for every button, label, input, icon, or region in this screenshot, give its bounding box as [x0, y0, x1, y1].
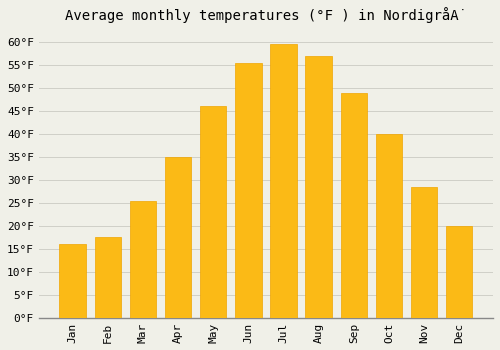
Bar	[165, 157, 191, 318]
Bar	[130, 201, 156, 318]
Bar	[94, 237, 121, 318]
Bar	[270, 44, 296, 318]
Bar	[306, 56, 332, 318]
Bar	[235, 63, 262, 318]
Bar	[340, 93, 367, 318]
Bar	[411, 187, 438, 318]
Bar	[376, 134, 402, 318]
Title: Average monthly temperatures (°F ) in NordigråȦ: Average monthly temperatures (°F ) in No…	[65, 7, 467, 23]
Bar	[200, 106, 226, 318]
Bar	[446, 226, 472, 318]
Bar	[60, 244, 86, 318]
